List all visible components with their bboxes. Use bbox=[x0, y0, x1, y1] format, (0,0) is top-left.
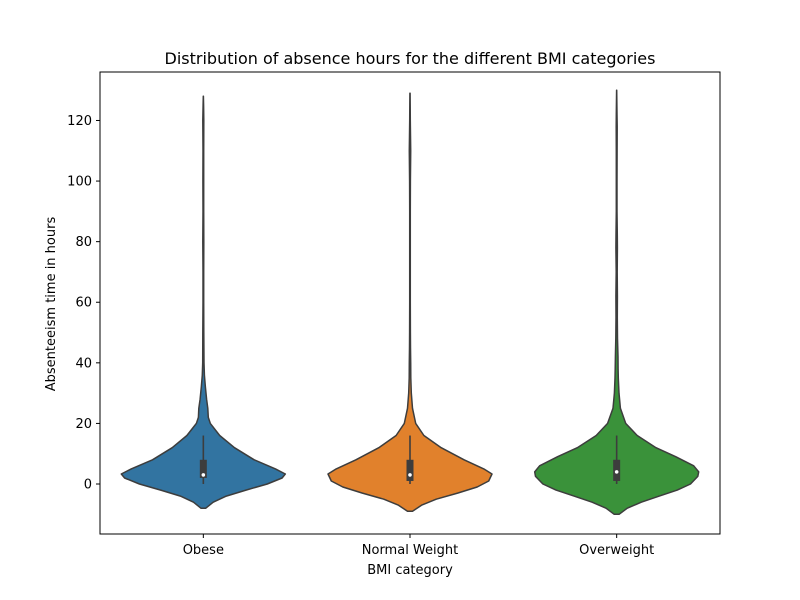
violin-body bbox=[327, 92, 493, 513]
x-tick-label: Overweight bbox=[579, 543, 654, 558]
y-tick-label: 20 bbox=[75, 417, 92, 432]
x-tick-label: Normal Weight bbox=[362, 543, 458, 558]
x-tick-label: Obese bbox=[183, 543, 224, 558]
y-tick-label: 80 bbox=[75, 235, 92, 250]
x-axis: Obese Normal Weight Overweight bbox=[183, 534, 654, 558]
median-marker bbox=[201, 473, 206, 477]
violin-overweight bbox=[533, 89, 700, 516]
y-tick-label: 60 bbox=[75, 296, 92, 311]
y-axis-title: Absenteeism time in hours bbox=[44, 217, 59, 392]
y-tick-label: 100 bbox=[67, 175, 92, 190]
x-axis-title: BMI category bbox=[367, 563, 453, 578]
median-marker bbox=[614, 470, 619, 474]
chart-title: Distribution of absence hours for the di… bbox=[165, 49, 656, 68]
violin-obese bbox=[120, 95, 287, 509]
violin-normal-weight bbox=[327, 92, 493, 513]
median-marker bbox=[408, 473, 412, 477]
violin-body bbox=[120, 95, 287, 509]
y-tick-label: 40 bbox=[75, 356, 92, 371]
iqr-box bbox=[406, 459, 414, 481]
y-axis: 0 20 40 60 80 100 120 bbox=[67, 114, 100, 493]
violin-body bbox=[533, 89, 700, 516]
plot-area bbox=[120, 89, 700, 516]
iqr-box bbox=[199, 459, 207, 478]
y-tick-label: 120 bbox=[67, 114, 92, 129]
y-tick-label: 0 bbox=[84, 478, 92, 493]
